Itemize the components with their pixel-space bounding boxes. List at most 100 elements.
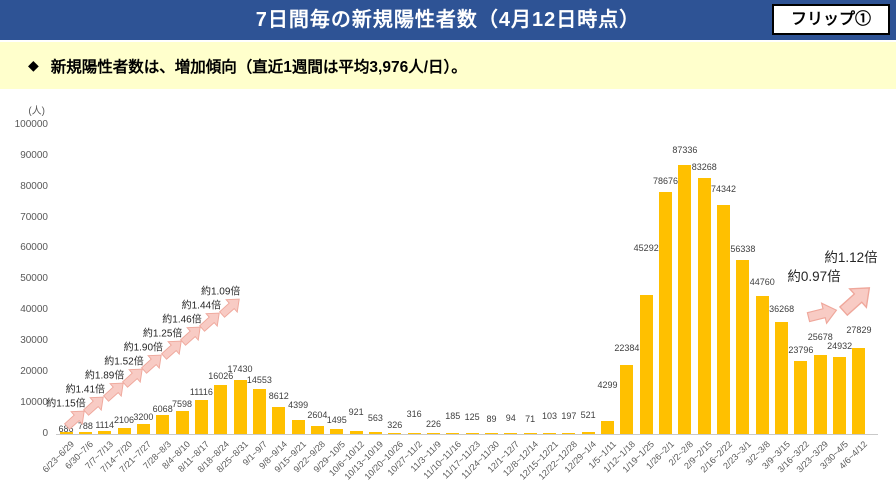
growth-arrow-icon (199, 312, 221, 332)
y-axis-label: 10000 (20, 396, 48, 408)
bar (465, 433, 479, 434)
bar (794, 361, 808, 434)
bar (78, 432, 92, 434)
growth-rate-label: 約1.09倍 (200, 286, 241, 298)
bar (426, 433, 440, 434)
growth-arrow-icon (218, 298, 240, 318)
bar-value-label: 6068 (152, 404, 173, 414)
subtitle-band: ◆ 新規陽性者数は、増加傾向（直近1週間は平均3,976人/日）。 (0, 42, 896, 89)
title-bar: 7日間毎の新規陽性者数（4月12日時点） フリップ① (0, 0, 896, 40)
bar (272, 407, 286, 434)
bar (117, 428, 131, 434)
bar-value-label: 87336 (672, 145, 698, 155)
bar-value-label: 23796 (788, 345, 814, 355)
bar-value-label: 125 (464, 412, 480, 422)
growth-rate-label: 約1.15倍 (46, 398, 86, 410)
bar (136, 424, 150, 434)
bar (639, 295, 653, 434)
page-title: 7日間毎の新規陽性者数（4月12日時点） (255, 9, 641, 31)
y-axis-label: 60000 (20, 242, 48, 254)
bar-value-label: 326 (387, 420, 403, 430)
bar-value-label: 1495 (326, 415, 347, 425)
bar (852, 348, 866, 434)
bar (736, 260, 750, 434)
bar (310, 426, 324, 434)
bar (504, 433, 518, 434)
bar-value-label: 185 (445, 411, 461, 421)
growth-arrow-icon (121, 368, 143, 388)
growth-arrow-icon (141, 354, 163, 374)
bar (368, 432, 382, 434)
bar-value-label: 83268 (691, 162, 717, 172)
growth-rate-label: 約1.12倍 (824, 250, 878, 265)
growth-arrow-icon (160, 340, 182, 360)
growth-arrow-icon (63, 410, 85, 430)
bar (755, 296, 769, 434)
bar (523, 433, 537, 434)
bar-value-label: 103 (541, 411, 558, 421)
bar-value-label: 316 (406, 409, 422, 419)
subtitle-text: 新規陽性者数は、増加傾向（直近1週間は平均3,976人/日）。 (50, 58, 467, 76)
bar (601, 421, 615, 434)
bar (252, 389, 266, 434)
bar (678, 165, 692, 434)
x-axis-line (56, 434, 878, 435)
y-axis-label: 100000 (14, 119, 48, 130)
bar (291, 420, 305, 434)
bar (775, 322, 789, 434)
y-axis-unit-label: (人) (28, 106, 45, 117)
bar-value-label: 89 (486, 414, 497, 424)
bar-value-label: 563 (367, 413, 383, 423)
y-axis-label: 80000 (20, 180, 48, 192)
bar (717, 205, 731, 434)
y-axis-label: 0 (42, 427, 48, 439)
bar-value-label: 14553 (246, 375, 272, 385)
bar-value-label: 27829 (846, 325, 872, 335)
bar (484, 433, 498, 434)
bar-value-label: 197 (561, 411, 577, 421)
bar-value-label: 45292 (633, 243, 659, 253)
growth-rate-label: 約1.52倍 (104, 356, 144, 368)
bar (697, 178, 711, 434)
flip-badge: フリップ① (772, 4, 890, 35)
bar (581, 432, 595, 434)
bar-value-label: 2604 (307, 410, 328, 420)
growth-arrow-icon (806, 301, 838, 325)
bar (98, 431, 112, 434)
bar-value-label: 44760 (749, 277, 775, 287)
bar-value-label: 4399 (288, 400, 309, 410)
bar (407, 433, 421, 434)
bar-value-label: 921 (348, 407, 364, 417)
bar-value-label: 22384 (614, 343, 640, 353)
bar (156, 415, 170, 434)
bar (214, 385, 228, 434)
bar (543, 433, 556, 434)
bar (330, 429, 344, 434)
bar-value-label: 2106 (114, 415, 135, 425)
y-axis-label: 70000 (20, 211, 48, 223)
y-axis-label: 90000 (20, 149, 48, 161)
bar-value-label: 36268 (769, 304, 795, 314)
bar-value-label: 4299 (597, 380, 618, 390)
growth-rate-label: 約1.41倍 (65, 384, 106, 396)
y-axis-label: 50000 (20, 273, 48, 285)
bar-value-label: 94 (505, 413, 516, 423)
growth-rate-label: 約1.90倍 (123, 342, 164, 354)
bar (833, 357, 847, 434)
bar-value-label: 8612 (268, 391, 289, 401)
y-axis-label: 30000 (20, 334, 48, 346)
growth-arrow-icon (179, 326, 201, 346)
bar-value-label: 521 (580, 410, 596, 420)
growth-rate-label: 約1.46倍 (162, 314, 202, 326)
bar-value-label: 7598 (172, 399, 193, 409)
bar-value-label: 25678 (807, 332, 833, 342)
bar-value-label: 56338 (730, 244, 756, 254)
bar (194, 400, 208, 434)
bar (620, 365, 634, 434)
bar-value-label: 78676 (653, 176, 679, 186)
bar-value-label: 71 (525, 414, 536, 424)
bar-value-label: 1114 (95, 420, 115, 430)
y-axis-label: 20000 (20, 365, 48, 377)
